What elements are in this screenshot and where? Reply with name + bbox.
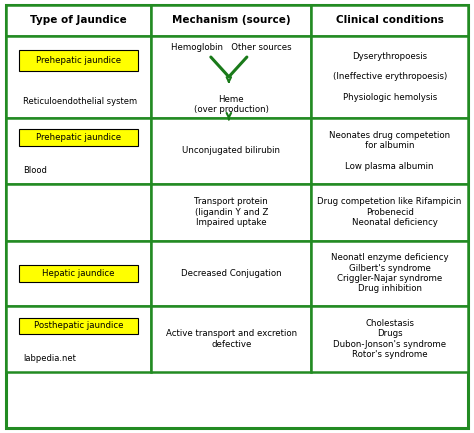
Bar <box>19 265 138 281</box>
Text: Hemoglobin   Other sources: Hemoglobin Other sources <box>171 43 292 52</box>
Text: Drug competetion like Rifampicin
Probenecid
    Neonatal deficiency: Drug competetion like Rifampicin Probene… <box>318 197 462 227</box>
Bar <box>151 241 311 306</box>
Text: Clinical conditions: Clinical conditions <box>336 16 444 26</box>
Text: Hepatic jaundice: Hepatic jaundice <box>42 269 115 278</box>
Bar <box>19 50 138 71</box>
Bar <box>6 306 151 372</box>
Bar <box>311 241 468 306</box>
Text: Transport protein
(ligandin Y and Z
Impaired uptake: Transport protein (ligandin Y and Z Impa… <box>194 197 268 227</box>
Bar <box>6 184 151 241</box>
Bar <box>6 241 151 306</box>
Text: Dyserythropoesis

(Ineffective erythropoesis)

Physiologic hemolysis: Dyserythropoesis (Ineffective erythropoe… <box>333 52 447 102</box>
Text: Cholestasis
Drugs
Dubon-Jonson's syndrome
Rotor's syndrome: Cholestasis Drugs Dubon-Jonson's syndrom… <box>333 319 446 359</box>
Text: Reticuloendothelial system: Reticuloendothelial system <box>23 97 137 106</box>
Text: Blood: Blood <box>23 166 47 175</box>
Bar <box>151 36 311 118</box>
Text: Heme
(over production): Heme (over production) <box>194 95 269 114</box>
Text: labpedia.net: labpedia.net <box>23 354 76 363</box>
Text: Prehepatic jaundice: Prehepatic jaundice <box>36 133 121 142</box>
Bar <box>19 129 138 146</box>
Bar <box>311 306 468 372</box>
Text: Type of Jaundice: Type of Jaundice <box>30 16 127 26</box>
Bar <box>151 118 311 184</box>
Text: Neonatl enzyme deficiency
Gilbert's syndrome
Criggler-Najar syndrome
Drug inhibi: Neonatl enzyme deficiency Gilbert's synd… <box>331 253 448 294</box>
Bar <box>6 5 151 36</box>
Bar <box>151 5 311 36</box>
Text: Posthepatic jaundice: Posthepatic jaundice <box>34 321 123 330</box>
Text: Unconjugated bilirubin: Unconjugated bilirubin <box>182 146 280 155</box>
Bar <box>311 5 468 36</box>
Text: Decreased Conjugation: Decreased Conjugation <box>181 269 282 278</box>
Bar <box>311 184 468 241</box>
Bar <box>6 36 151 118</box>
Bar <box>19 317 138 334</box>
Bar <box>151 306 311 372</box>
Text: Active transport and excretion
defective: Active transport and excretion defective <box>165 329 297 349</box>
Bar <box>151 184 311 241</box>
Bar <box>311 118 468 184</box>
Text: Neonates drug competetion
for albumin

Low plasma albumin: Neonates drug competetion for albumin Lo… <box>329 131 450 171</box>
Bar <box>6 118 151 184</box>
Bar <box>311 36 468 118</box>
Text: Prehepatic jaundice: Prehepatic jaundice <box>36 56 121 65</box>
Text: Mechanism (source): Mechanism (source) <box>172 16 291 26</box>
